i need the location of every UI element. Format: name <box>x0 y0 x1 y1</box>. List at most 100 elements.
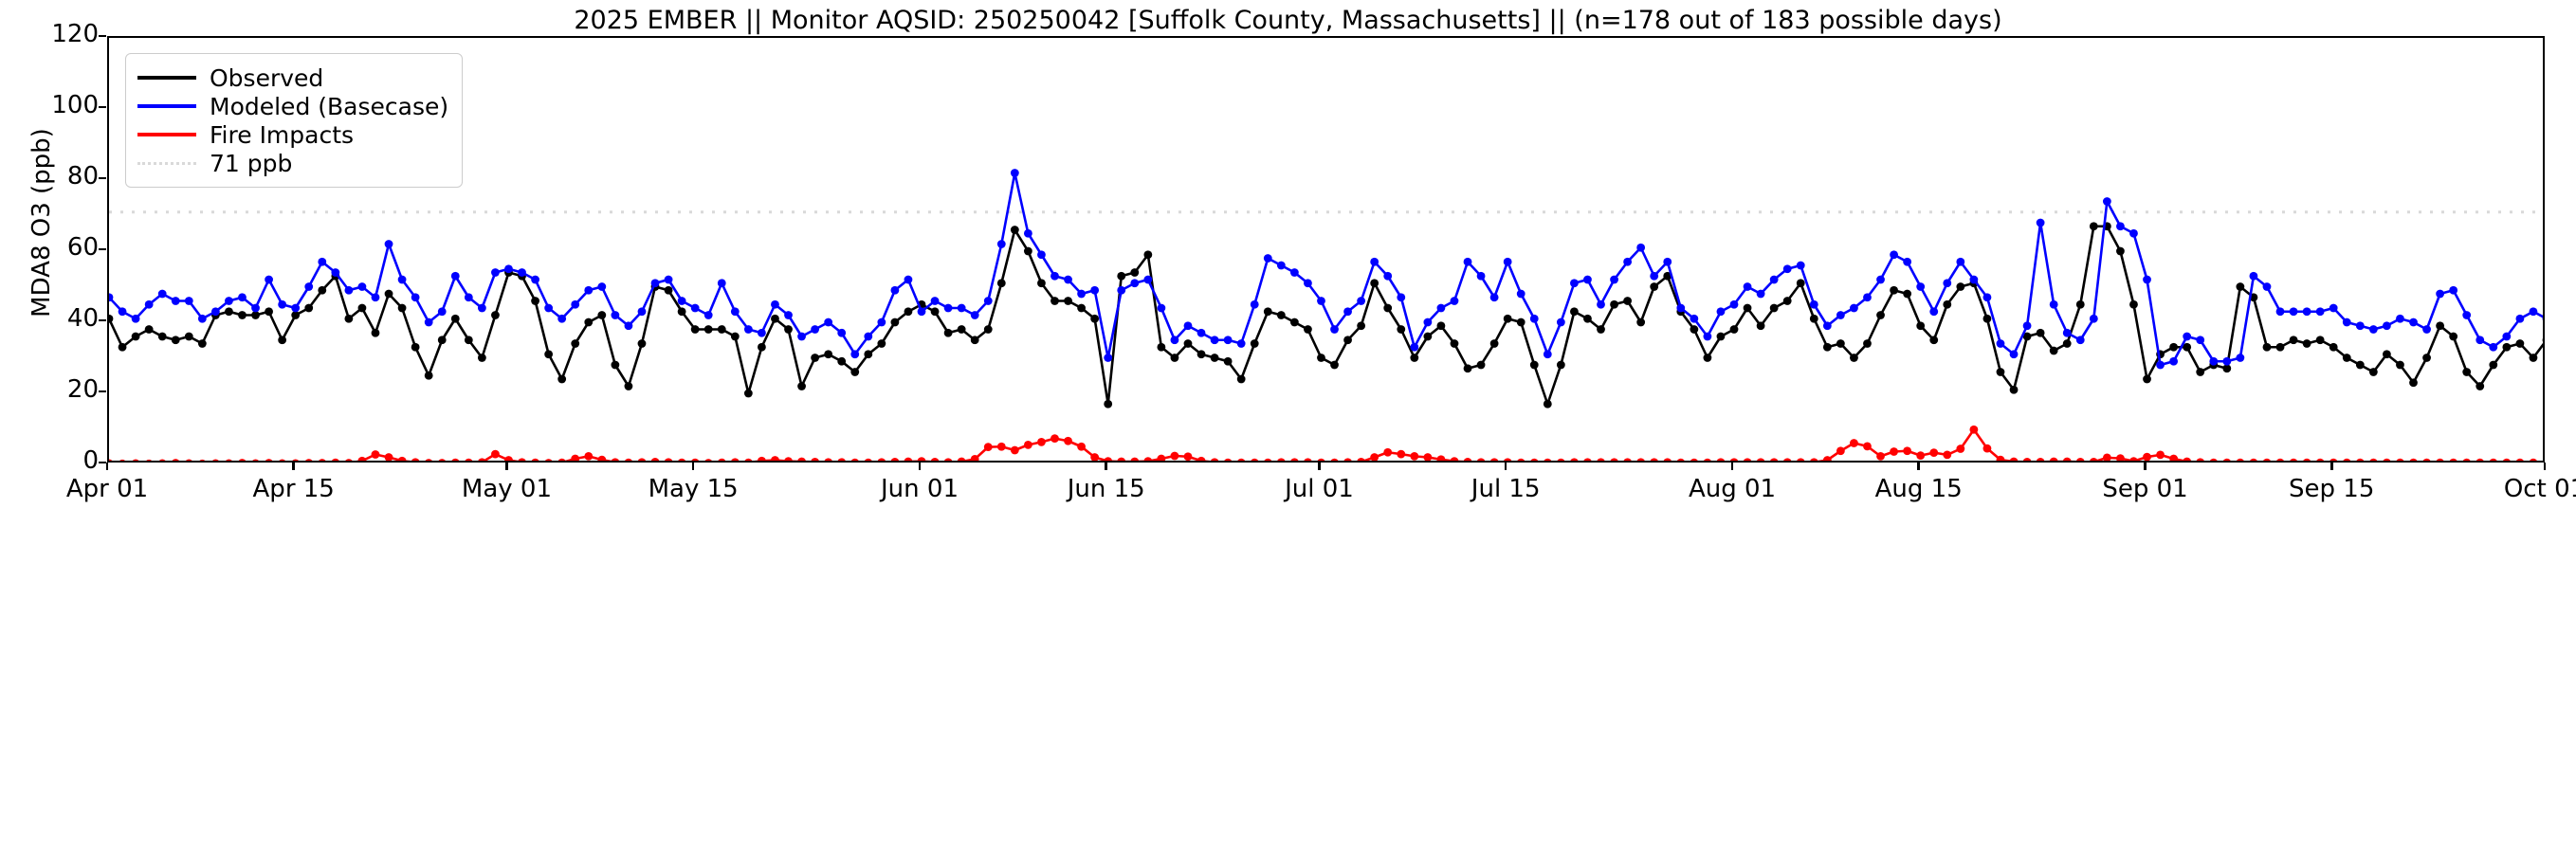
data-point-marker <box>2116 246 2125 256</box>
data-point-marker <box>2476 382 2485 390</box>
data-point-marker <box>1636 458 1645 461</box>
data-point-marker <box>1517 458 1526 461</box>
data-point-marker <box>1650 458 1658 461</box>
series-line <box>356 427 2193 461</box>
data-point-marker <box>2369 458 2378 461</box>
data-point-marker <box>1090 453 1100 461</box>
data-point-marker <box>730 307 740 317</box>
data-point-marker <box>2116 454 2125 461</box>
data-point-marker <box>465 458 473 461</box>
data-point-marker <box>850 368 860 376</box>
data-point-marker <box>491 268 500 277</box>
data-point-marker <box>1557 458 1565 461</box>
data-point-marker <box>864 332 873 341</box>
data-point-marker <box>625 458 632 461</box>
data-point-marker <box>957 325 966 334</box>
data-point-marker <box>2156 450 2165 460</box>
data-point-marker <box>2249 271 2258 281</box>
data-point-marker <box>411 293 420 302</box>
data-point-marker <box>1663 271 1672 281</box>
data-point-marker <box>1810 458 1818 461</box>
data-point-marker <box>438 459 446 461</box>
legend-item-71-ppb[interactable]: 71 ppb <box>137 149 448 177</box>
data-point-marker <box>212 459 219 461</box>
data-point-marker <box>2209 458 2218 461</box>
x-tick-mark <box>2144 463 2147 470</box>
data-point-marker <box>1663 458 1672 461</box>
data-point-marker <box>1489 339 1499 348</box>
data-point-marker <box>571 339 580 348</box>
data-point-marker <box>1890 250 1898 260</box>
data-point-marker <box>1743 282 1752 291</box>
legend-item-fire-impacts[interactable]: Fire Impacts <box>137 120 448 149</box>
x-tick-mark <box>691 463 695 470</box>
data-point-marker <box>331 268 340 277</box>
data-point-marker <box>2049 299 2058 309</box>
x-tick-label: May 01 <box>461 475 553 503</box>
data-point-marker <box>2022 332 2032 341</box>
data-point-marker <box>118 342 127 352</box>
y-tick-mark <box>99 390 106 393</box>
data-point-marker <box>1370 453 1379 461</box>
data-point-marker <box>2089 314 2098 323</box>
data-point-marker <box>1916 451 1926 461</box>
data-point-marker <box>1397 449 1406 459</box>
page-title: 2025 EMBER || Monitor AQSID: 250250042 [… <box>574 6 2002 35</box>
data-point-marker <box>1304 458 1312 461</box>
data-point-marker <box>384 453 393 461</box>
data-point-marker <box>2316 458 2325 461</box>
data-point-marker <box>771 314 779 323</box>
data-point-marker <box>597 455 607 461</box>
data-point-marker <box>2129 299 2138 309</box>
data-point-marker <box>2476 458 2484 461</box>
data-point-marker <box>2329 342 2338 352</box>
data-point-marker <box>1117 271 1126 281</box>
data-point-marker <box>1357 321 1366 331</box>
x-tick-mark <box>505 463 508 470</box>
data-point-marker <box>664 275 673 284</box>
data-point-marker <box>1237 458 1246 461</box>
data-point-marker <box>1543 399 1552 408</box>
data-point-marker <box>1010 226 1019 234</box>
data-point-marker <box>1690 458 1698 461</box>
data-point-marker <box>424 318 433 327</box>
data-point-marker <box>1023 228 1032 238</box>
data-point-marker <box>2262 282 2272 291</box>
data-point-marker <box>2062 457 2072 461</box>
x-tick-label: Oct 01 <box>2503 475 2576 503</box>
data-point-marker <box>226 459 232 461</box>
x-tick-label: Jun 15 <box>1067 475 1145 503</box>
data-point-marker <box>1463 457 1472 461</box>
data-point-marker <box>210 307 220 317</box>
data-point-marker <box>930 297 940 305</box>
legend-item-observed[interactable]: Observed <box>137 64 448 92</box>
data-point-marker <box>1783 458 1792 461</box>
data-point-marker <box>930 307 940 317</box>
data-point-marker <box>877 318 886 327</box>
data-point-marker <box>2209 356 2219 366</box>
data-point-marker <box>1251 458 1259 461</box>
data-point-marker <box>2036 218 2045 227</box>
data-point-marker <box>1236 374 1246 384</box>
data-point-marker <box>545 459 553 461</box>
data-point-marker <box>717 325 726 334</box>
data-point-marker <box>1037 250 1046 260</box>
data-point-marker <box>1183 452 1193 461</box>
data-point-marker <box>2009 385 2019 394</box>
data-point-marker <box>1570 458 1579 461</box>
data-point-marker <box>1504 458 1512 461</box>
data-point-marker <box>758 328 766 337</box>
data-point-marker <box>584 285 594 295</box>
x-tick-mark <box>2543 463 2547 470</box>
data-point-marker <box>571 299 580 309</box>
data-point-marker <box>2342 354 2351 362</box>
data-point-marker <box>278 336 287 345</box>
legend-item-modeled-basecase[interactable]: Modeled (Basecase) <box>137 92 448 120</box>
data-point-marker <box>144 299 154 309</box>
y-tick-label: 60 <box>66 233 99 262</box>
data-point-marker <box>2396 458 2404 461</box>
data-point-marker <box>957 303 966 313</box>
data-point-marker <box>743 325 753 334</box>
data-point-marker <box>611 458 619 461</box>
